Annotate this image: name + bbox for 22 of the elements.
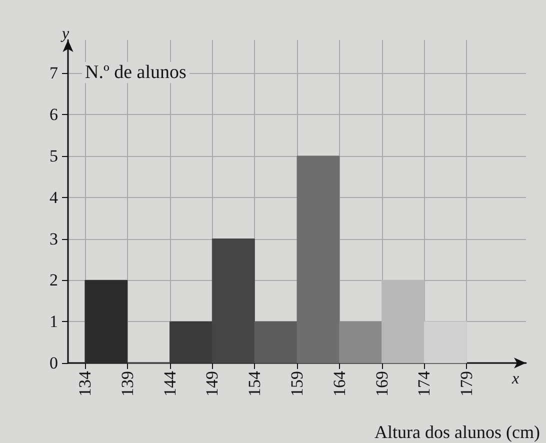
y-tick-label: 0 xyxy=(50,354,58,372)
x-axis-title: Altura dos alunos (cm) xyxy=(374,422,540,442)
x-tick-label: 159 xyxy=(288,371,306,396)
y-tick-label: 1 xyxy=(50,312,58,332)
x-tick-label: 164 xyxy=(330,370,349,396)
y-tick-label: 5 xyxy=(50,146,58,166)
y-tick-label: 4 xyxy=(50,188,58,207)
y-tick-label: 2 xyxy=(50,270,58,290)
text: x xyxy=(511,370,520,388)
x-tick-label: 139 xyxy=(118,371,137,396)
y-tick-label: 3 xyxy=(50,229,58,248)
y-axis-title: N.º de alunos xyxy=(85,62,186,83)
x-tick-label: 169 xyxy=(372,371,392,396)
y-tick-label: 7 xyxy=(50,64,58,83)
x-tick-label: 144 xyxy=(160,370,180,396)
x-tick-label: 179 xyxy=(457,371,476,396)
annotation: y xyxy=(60,26,70,42)
y-tick-label: 6 xyxy=(50,105,58,124)
x-tick-label: 154 xyxy=(245,370,264,396)
x-tick-label: 134 xyxy=(75,370,94,396)
x-tick-label: 149 xyxy=(202,371,222,396)
x-tick-label: 174 xyxy=(414,370,434,396)
